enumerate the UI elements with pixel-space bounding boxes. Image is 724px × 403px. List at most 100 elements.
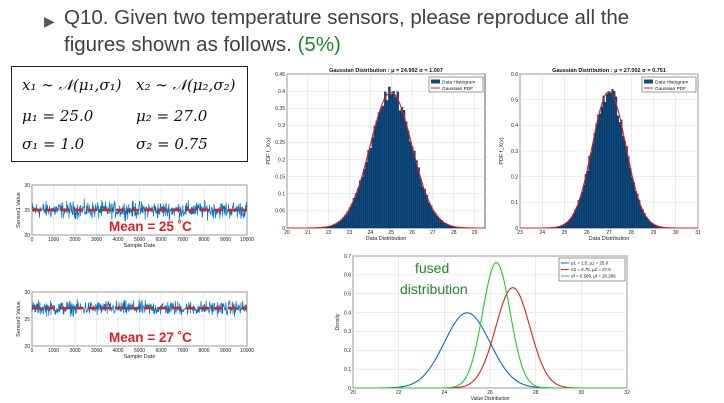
y-tick-label: 0.7 xyxy=(344,254,351,260)
y-axis-label: Sensor1 Value xyxy=(16,192,22,228)
x-tick-label: 4000 xyxy=(112,237,123,243)
y-tick-label: 25 xyxy=(24,317,30,323)
x-tick-label: 23 xyxy=(517,230,523,236)
mu2-value: μ₂ = 27.0 xyxy=(136,107,208,125)
x-tick-label: 28 xyxy=(628,230,634,236)
y-tick-label: 30 xyxy=(24,290,30,296)
y-tick-label: 0.4 xyxy=(511,123,518,129)
legend-label: Gaussian PDF xyxy=(442,86,473,92)
x-tick-label: 6000 xyxy=(155,348,166,354)
y-tick-label: 0.5 xyxy=(344,291,351,297)
y-tick-label: 0.35 xyxy=(275,106,285,112)
gaussian-pdf-line xyxy=(287,91,485,229)
legend-swatch-histogram xyxy=(644,79,653,84)
x-tick-label: 30 xyxy=(673,230,679,236)
x-tick-label: 10000 xyxy=(240,348,254,354)
x-tick-label: 5000 xyxy=(134,348,145,354)
y-tick-label: 0.15 xyxy=(275,174,285,180)
y-tick-label: 0.05 xyxy=(275,209,285,215)
x-tick-label: 26 xyxy=(584,230,590,236)
y-tick-label: 0 xyxy=(282,226,285,232)
chart-title: Gaussian Distribution : μ = 27.002 σ = 0… xyxy=(552,68,666,74)
y-tick-label: 0.2 xyxy=(278,157,285,163)
sensor-series-line xyxy=(31,298,248,318)
y-tick-label: 0.4 xyxy=(278,89,285,95)
x-tick-label: 8000 xyxy=(198,348,209,354)
legend-box xyxy=(428,76,484,93)
x-axis-label: Sample Date xyxy=(124,354,156,360)
x1-distribution: x₁ ∼ 𝒩(μ₁,σ₁) xyxy=(22,76,122,94)
x-axis-label: Sample Date xyxy=(124,243,156,249)
y-tick-label: 0.2 xyxy=(511,174,518,180)
x-tick-label: 3000 xyxy=(91,348,102,354)
x-tick-label: 5000 xyxy=(134,237,145,243)
sigma1-value: σ₁ = 1.0 xyxy=(22,135,85,153)
x-tick-label: 9000 xyxy=(220,237,231,243)
x-tick-label: 25 xyxy=(562,230,568,236)
x-tick-label: 28 xyxy=(533,390,539,396)
mean-annotation: Mean = 25 ˚C xyxy=(109,219,192,234)
legend-box xyxy=(641,76,697,93)
x-tick-label: 8000 xyxy=(198,237,209,243)
x-tick-label: 21 xyxy=(305,230,311,236)
heading-line-2-text: figures shown as follows. xyxy=(64,33,292,56)
mu1-value: μ₁ = 25.0 xyxy=(22,107,94,125)
x-tick-label: 4000 xyxy=(112,348,123,354)
x-tick-label: 0 xyxy=(31,348,34,354)
y-tick-label: 30 xyxy=(24,183,30,189)
x-tick-label: 2000 xyxy=(69,348,80,354)
sigma2-value: σ₂ = 0.75 xyxy=(136,135,208,153)
y-tick-label: 0.25 xyxy=(275,140,285,146)
x-axis-label: Value Distribution xyxy=(471,396,510,402)
x-tick-label: 28 xyxy=(451,230,457,236)
x-tick-label: 24 xyxy=(368,230,374,236)
x-tick-label: 31 xyxy=(695,230,701,236)
density-series-line xyxy=(353,262,627,389)
y-axis-label: PDF f_X(x) xyxy=(266,137,272,164)
legend-label: σ2 = 0.75, μ2 = 27.0 xyxy=(571,267,611,272)
x-axis-label: Data Distribution xyxy=(589,236,630,242)
mean-annotation: Mean = 27 ˚C xyxy=(109,330,192,345)
y-tick-label: 0.3 xyxy=(511,149,518,155)
y-tick-label: 0.3 xyxy=(344,329,351,335)
x-tick-label: 27 xyxy=(430,230,436,236)
legend-swatch-histogram xyxy=(431,79,440,84)
x-tick-label: 29 xyxy=(651,230,657,236)
x-tick-label: 22 xyxy=(326,230,332,236)
heading-percent: (5%) xyxy=(297,33,341,56)
x-tick-label: 26 xyxy=(409,230,415,236)
y-axis-label: PDF f_X(x) xyxy=(499,137,505,164)
y-tick-label: 0 xyxy=(348,386,351,392)
x-tick-label: 24 xyxy=(539,230,545,236)
legend-label: Data Histogram xyxy=(655,80,688,86)
x-tick-label: 26 xyxy=(487,390,493,396)
x-tick-label: 24 xyxy=(442,390,448,396)
x-tick-label: 32 xyxy=(624,390,630,396)
triangle-right-icon: ▶ xyxy=(44,13,55,29)
x-tick-label: 25 xyxy=(388,230,394,236)
legend-label: μ1 = 1.0, μ1 = 25.0 xyxy=(571,261,609,266)
x-tick-label: 3000 xyxy=(91,237,102,243)
y-tick-label: 20 xyxy=(24,233,30,239)
x-tick-label: 22 xyxy=(396,390,402,396)
x2-distribution: x₂ ∼ 𝒩(μ₂,σ₂) xyxy=(136,76,236,94)
x-tick-label: 2000 xyxy=(69,237,80,243)
gaussian-pdf-line xyxy=(520,91,698,229)
y-tick-label: 0.4 xyxy=(344,310,351,316)
y-tick-label: 0.6 xyxy=(344,273,351,279)
y-tick-label: 0.1 xyxy=(278,192,285,198)
chart-title: Gaussian Distribution : μ = 24.992 σ = 1… xyxy=(329,68,443,74)
x-tick-label: 20 xyxy=(350,390,356,396)
x-tick-label: 20 xyxy=(284,230,290,236)
x-axis-label: Data Distribution xyxy=(366,236,407,242)
y-tick-label: 0.2 xyxy=(344,348,351,354)
fused-annotation: fused xyxy=(415,260,449,276)
x-tick-label: 10000 xyxy=(240,237,254,243)
x-tick-label: 7000 xyxy=(177,237,188,243)
y-axis-label: Density xyxy=(335,313,341,330)
